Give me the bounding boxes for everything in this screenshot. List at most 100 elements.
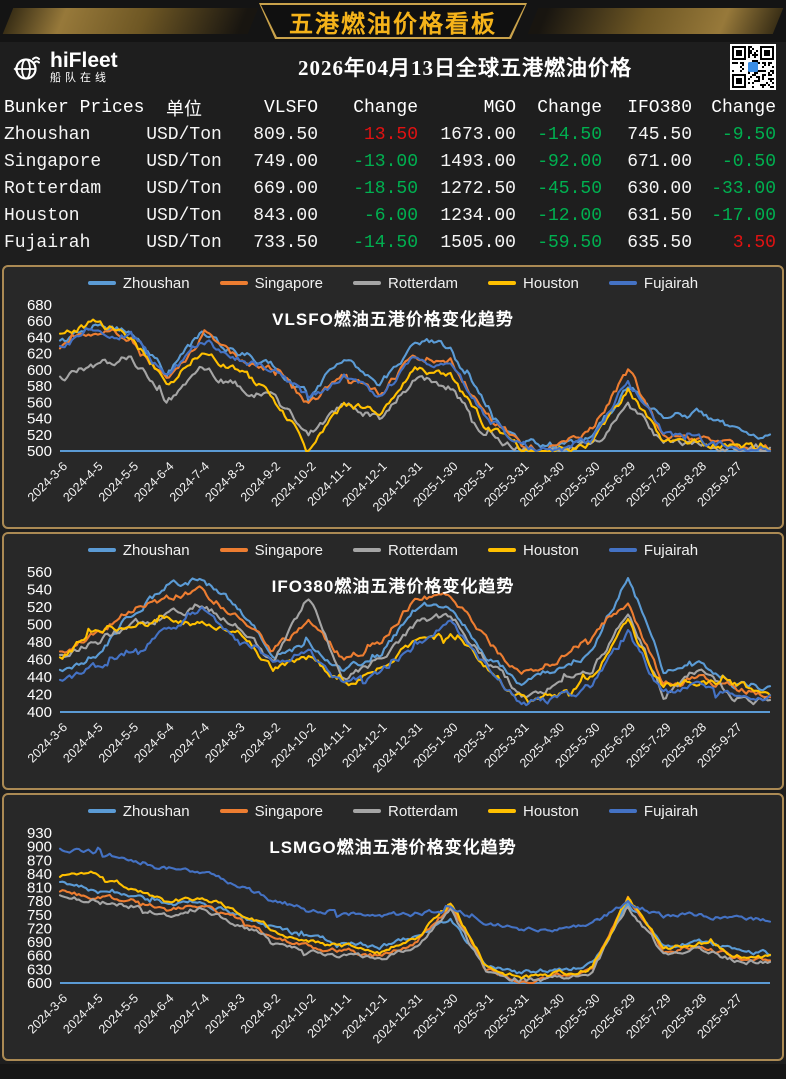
table-cell: 809.50 [253,124,318,145]
table-cell: 631.50 [627,205,692,226]
legend-item-singapore[interactable]: Singapore [219,275,323,292]
series-line-rotterdam [58,894,772,984]
series-line-fujairah [58,327,772,453]
table-cell: Zhoushan [4,124,91,145]
legend-item-rotterdam[interactable]: Rotterdam [353,803,458,820]
column-header: Change [537,97,602,118]
legend-item-rotterdam[interactable]: Rotterdam [353,542,458,559]
y-tick-label: 640 [27,329,52,346]
legend-line-swatch [219,809,248,813]
y-tick-label: 750 [27,907,52,924]
qr-code-image [732,46,774,88]
legend-item-singapore[interactable]: Singapore [219,803,323,820]
series-line-singapore [58,889,772,985]
subheader: hiFleet 船队在线 2026年04月13日全球五港燃油价格 [0,42,786,92]
legend-line-swatch [488,809,517,813]
legend-item-zhoushan[interactable]: Zhoushan [87,802,190,820]
legend-label: Fujairah [643,802,699,820]
table-cell: USD/Ton [146,178,222,199]
legend-item-fujairah[interactable]: Fujairah [608,275,698,292]
y-tick-label: 500 [27,617,52,634]
legend-item-rotterdam[interactable]: Rotterdam [353,275,458,292]
series-line-houston [58,870,772,980]
legend-label: Zhoushan [122,274,190,292]
y-tick-label: 900 [27,839,52,856]
legend-label: Houston [523,802,579,820]
table-cell: 1505.00 [440,232,516,253]
table-cell: USD/Ton [146,151,222,172]
table-cell: 671.00 [627,151,692,172]
legend-item-singapore[interactable]: Singapore [219,541,323,559]
y-tick-label: 500 [27,443,52,460]
change-value: -0.50 [721,151,776,172]
y-tick-label: 630 [27,961,52,978]
change-value: 13.50 [363,124,418,145]
legend-label: Zhoushan [122,802,190,820]
column-header: Bunker Prices [4,97,145,118]
table-cell: 1272.50 [440,178,516,199]
column-header: 单位 [166,100,202,121]
legend-line-swatch [87,548,116,552]
column-header: Change [353,97,418,118]
legend-line-swatch [219,548,248,552]
legend-item-zhoushan[interactable]: Zhoushan [87,541,190,559]
y-tick-label: 720 [27,920,52,937]
y-tick-label: 520 [27,599,52,616]
legend-label: Fujairah [643,541,699,559]
y-tick-label: 620 [27,346,52,363]
y-tick-label: 560 [27,394,52,411]
change-value: 3.50 [732,232,776,253]
y-tick-label: 930 [27,825,52,842]
column-header: VLSFO [263,97,318,118]
legend-item-houston[interactable]: Houston [488,275,579,292]
change-value: -14.50 [353,232,418,253]
change-value: -12.00 [537,205,602,226]
legend-line-swatch [353,809,381,813]
y-tick-label: 400 [27,704,52,721]
legend-item-fujairah[interactable]: Fujairah [608,802,699,820]
y-tick-label: 600 [27,362,52,379]
table-cell: 749.00 [253,151,318,172]
series-line-rotterdam [58,355,772,453]
brand-name: hiFleet [50,49,118,72]
banner-title-box: 五港燃油价格看板 [259,3,527,39]
legend-item-houston[interactable]: Houston [488,803,579,820]
table-row: Singapore USD/Ton 749.00 -13.00 1493.00 -92.0… [0,148,786,175]
table-cell: 1493.00 [440,151,516,172]
column-header: Change [711,97,776,118]
y-tick-label: 660 [27,948,52,965]
legend-label: Zhoushan [122,541,190,559]
y-tick-label: 600 [27,975,52,992]
banner-title: 五港燃油价格看板 [289,10,497,38]
chart-panel-vlsfo: Zhoushan Singapore Rotterdam Houston Fujaira… [2,265,784,529]
legend-line-swatch [87,281,116,285]
table-cell: Singapore [4,151,102,172]
legend-label: Rotterdam [388,541,459,559]
table-cell: USD/Ton [146,232,222,253]
table-cell: 1234.00 [440,205,516,226]
hifleet-logo-icon [13,56,40,80]
y-tick-label: 560 [27,564,52,581]
table-cell: Fujairah [4,232,91,253]
y-tick-label: 660 [27,313,52,330]
legend-label: Rotterdam [388,274,459,292]
table-cell: 1673.00 [440,124,516,145]
series-line-rotterdam [58,598,772,706]
banner-right-band [527,8,784,34]
y-tick-label: 480 [27,634,52,651]
table-cell: Rotterdam [4,178,102,199]
legend-item-fujairah[interactable]: Fujairah [608,541,699,559]
chart-panel-lsmgo: Zhoushan Singapore Rotterdam Houston Fujaira… [2,793,784,1061]
chart-plot: 9309008708408107807507206906606306002024… [25,825,772,1046]
table-row: Houston USD/Ton 843.00 -6.00 1234.00 -12.00 63… [0,202,786,229]
legend-item-houston[interactable]: Houston [488,542,579,559]
y-tick-label: 460 [27,652,52,669]
series-line-singapore [58,585,772,699]
legend-label: Singapore [254,541,323,559]
legend-item-zhoushan[interactable]: Zhoushan [87,274,190,292]
change-value: -33.00 [711,178,776,199]
change-value: -17.00 [711,205,776,226]
brand-subtitle: 船队在线 [50,72,110,84]
chart-legend: Zhoushan Singapore Rotterdam Houston Fujaira… [6,799,780,823]
